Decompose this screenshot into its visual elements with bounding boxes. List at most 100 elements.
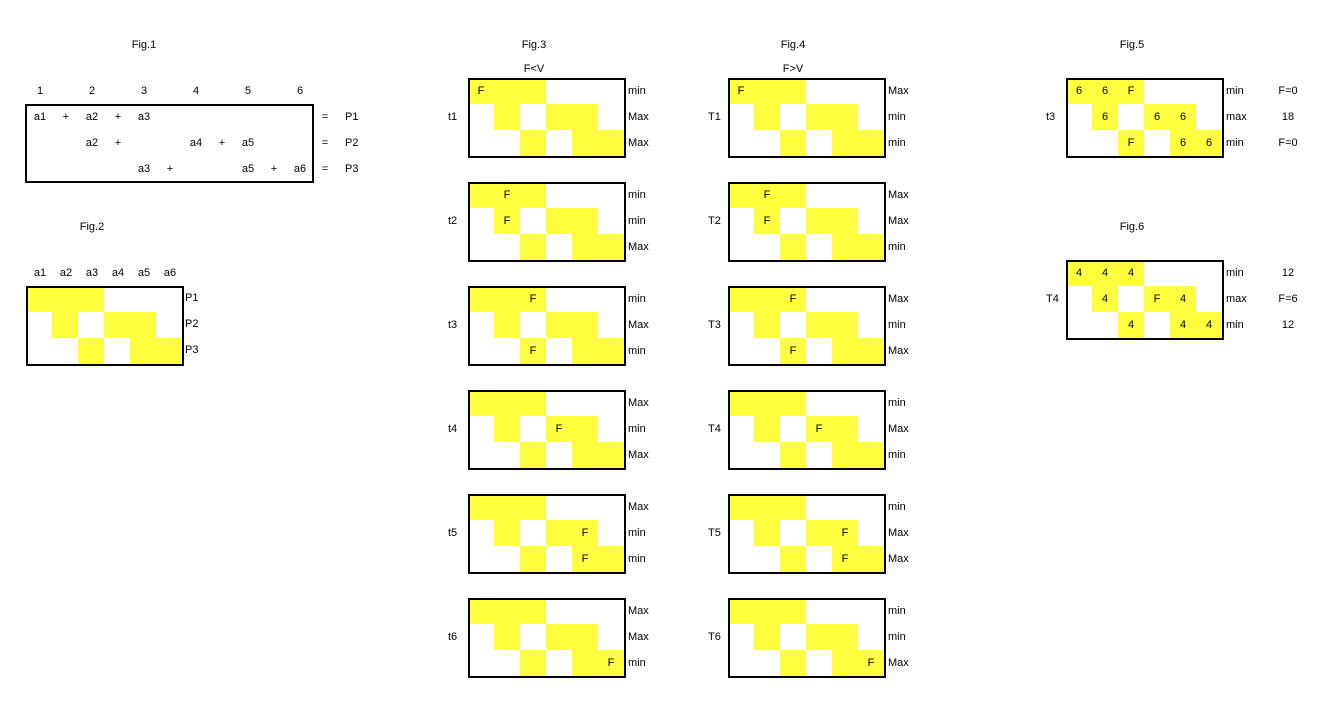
fig5-row-state: min <box>1226 85 1244 97</box>
fig4-grid-cell <box>754 520 780 546</box>
fig4-row-state: min <box>888 319 906 331</box>
fig4-grid-cell: F <box>832 546 858 572</box>
fig6-row-state: max <box>1226 293 1247 305</box>
fig4-row-state: Max <box>888 293 909 305</box>
fig1-column-number: 1 <box>36 85 44 97</box>
fig1-term: a5 <box>241 163 255 175</box>
fig3-grid-cell <box>494 286 520 312</box>
fig4-grid-cell <box>806 312 832 338</box>
fig2-header: a5 <box>137 267 151 279</box>
fig3-grid-cell <box>520 650 546 676</box>
fig4-grid-cell <box>780 494 806 520</box>
fig3-grid-cell <box>494 78 520 104</box>
fig6-row-value: F=6 <box>1278 293 1298 305</box>
fig1-title: Fig.1 <box>131 39 157 51</box>
fig6-grid-label: T4 <box>1046 293 1059 305</box>
fig3-grid-cell <box>572 312 598 338</box>
fig1-term: a1 <box>33 111 47 123</box>
fig5-row-value: F=0 <box>1278 85 1298 97</box>
fig5-row-value: F=0 <box>1278 137 1298 149</box>
fig6-grid-cell: 4 <box>1066 260 1092 286</box>
fig2-title: Fig.2 <box>79 221 105 233</box>
fig4-grid-frame <box>728 78 886 158</box>
fig3-row-state: Max <box>628 449 649 461</box>
fig3-grid-label: t6 <box>448 631 458 643</box>
fig4-grid-cell <box>858 442 884 468</box>
fig2-grid-frame <box>26 286 184 366</box>
fig4-grid-cell <box>806 208 832 234</box>
fig3-grid-cell <box>520 234 546 260</box>
fig3-grid-cell <box>468 286 494 312</box>
fig2-grid-cell <box>26 286 52 312</box>
fig4-grid-cell <box>780 390 806 416</box>
fig4-grid-cell <box>832 442 858 468</box>
fig2-header: a1 <box>33 267 47 279</box>
fig3-grid-cell <box>520 442 546 468</box>
fig4-grid-cell: F <box>728 78 754 104</box>
fig6-grid-cell: 4 <box>1092 260 1118 286</box>
fig6-row-state: min <box>1226 319 1244 331</box>
fig6-row-state: min <box>1226 267 1244 279</box>
fig6-grid-cell: F <box>1144 286 1170 312</box>
fig3-grid-cell <box>546 624 572 650</box>
fig4-grid-cell <box>832 104 858 130</box>
fig3-grid-label: t5 <box>448 527 458 539</box>
fig4-grid-label: T2 <box>708 215 721 227</box>
fig4-row-state: min <box>888 631 906 643</box>
fig4-row-state: Max <box>888 85 909 97</box>
fig4-grid-label: T3 <box>708 319 721 331</box>
fig2-grid-cell <box>130 338 156 364</box>
fig1-column-number: 2 <box>88 85 96 97</box>
fig4-row-state: min <box>888 605 906 617</box>
fig4-grid-cell <box>754 598 780 624</box>
fig2-row-label: P1 <box>185 292 199 304</box>
fig3-grid-cell <box>520 598 546 624</box>
fig3-row-state: min <box>628 345 646 357</box>
fig2-grid-cell <box>78 286 104 312</box>
fig3-grid-cell: F <box>494 208 520 234</box>
fig1-term: + <box>114 111 122 123</box>
fig3-grid-frame <box>468 494 626 574</box>
fig4-grid-cell <box>832 208 858 234</box>
fig6-grid-cell: 4 <box>1196 312 1222 338</box>
fig4-grid-cell <box>806 520 832 546</box>
fig5-grid-frame <box>1066 78 1224 158</box>
fig3-grid-cell <box>494 416 520 442</box>
fig4-grid-cell <box>780 442 806 468</box>
fig3-grid-cell <box>494 520 520 546</box>
fig3-grid-cell: F <box>520 338 546 364</box>
fig4-grid-cell <box>728 182 754 208</box>
fig2-header: a4 <box>111 267 125 279</box>
fig3-row-state: Max <box>628 605 649 617</box>
fig2-header: a3 <box>85 267 99 279</box>
fig5-row-value: 18 <box>1281 111 1295 123</box>
fig1-term: a5 <box>241 137 255 149</box>
fig2-row-label: P2 <box>185 318 199 330</box>
fig4-row-state: min <box>888 137 906 149</box>
fig3-grid-cell: F <box>572 520 598 546</box>
fig3-grid-cell: F <box>572 546 598 572</box>
fig3-grid-cell <box>494 104 520 130</box>
fig4-grid-cell <box>728 390 754 416</box>
fig3-row-state: min <box>628 657 646 669</box>
fig4-row-state: Max <box>888 657 909 669</box>
fig1-result: P3 <box>345 163 359 175</box>
fig3-grid-frame <box>468 286 626 366</box>
fig5-grid-cell: 6 <box>1170 104 1196 130</box>
fig4-grid-cell <box>832 338 858 364</box>
fig3-row-state: min <box>628 189 646 201</box>
fig1-term: + <box>62 111 70 123</box>
fig3-grid-cell: F <box>598 650 624 676</box>
fig3-grid-cell <box>572 650 598 676</box>
fig4-grid-cell <box>754 104 780 130</box>
fig3-grid-cell <box>598 338 624 364</box>
fig3-grid-cell <box>520 494 546 520</box>
fig4-grid-cell <box>728 494 754 520</box>
fig1-term: a3 <box>137 163 151 175</box>
fig3-grid-cell <box>572 104 598 130</box>
fig2-grid-cell <box>156 338 182 364</box>
fig3-grid-cell <box>572 208 598 234</box>
fig4-grid-cell <box>832 416 858 442</box>
fig1-term: a4 <box>189 137 203 149</box>
fig3-grid-cell <box>598 234 624 260</box>
